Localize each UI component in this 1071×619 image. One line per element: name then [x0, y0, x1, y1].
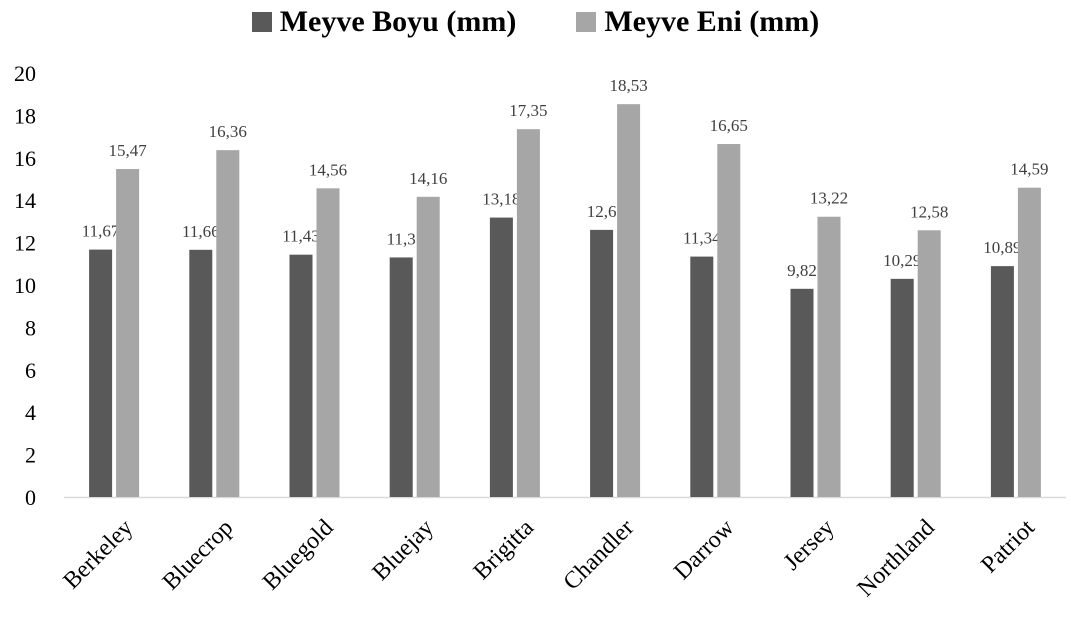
- data-label: 13,18: [482, 190, 520, 209]
- data-label: 11,43: [282, 227, 320, 246]
- y-tick-label: 10: [14, 273, 36, 298]
- legend-item-meyve-eni: Meyve Eni (mm): [576, 5, 819, 39]
- data-label: 12,6: [587, 202, 617, 221]
- bar: [489, 217, 513, 498]
- bar: [416, 196, 440, 498]
- data-label: 9,82: [787, 261, 817, 280]
- bar: [990, 266, 1014, 497]
- data-label: 10,29: [883, 251, 921, 270]
- data-label: 14,56: [309, 160, 347, 179]
- y-tick-label: 6: [25, 358, 36, 383]
- y-tick-label: 4: [25, 400, 36, 425]
- category-label: Darrow: [669, 514, 740, 585]
- legend-label-meyve-eni: Meyve Eni (mm): [604, 5, 820, 38]
- y-tick-label: 2: [25, 443, 36, 468]
- legend-swatch-meyve-boyu: [251, 12, 272, 32]
- data-label: 13,22: [810, 189, 848, 208]
- bar: [817, 216, 841, 497]
- data-label: 11,66: [182, 222, 220, 241]
- category-label: Patriot: [976, 515, 1040, 579]
- data-label: 11,3: [387, 229, 416, 248]
- data-label: 15,47: [108, 141, 147, 160]
- bar: [1017, 187, 1041, 497]
- data-label: 18,53: [609, 76, 647, 95]
- bar: [516, 129, 540, 497]
- category-label: Jersey: [779, 515, 840, 576]
- legend-label-meyve-boyu: Meyve Boyu (mm): [279, 5, 517, 38]
- category-label: Berkeley: [59, 515, 139, 595]
- bar: [216, 150, 240, 497]
- data-label: 11,34: [683, 229, 721, 248]
- legend: Meyve Boyu (mm) Meyve Eni (mm): [0, 2, 1071, 42]
- y-tick-label: 8: [25, 315, 36, 340]
- bar: [717, 144, 741, 497]
- y-tick-label: 12: [14, 231, 36, 256]
- data-label: 16,65: [710, 116, 748, 135]
- y-tick-label: 14: [14, 188, 36, 213]
- bar: [116, 169, 140, 497]
- bar: [917, 230, 941, 497]
- bar: [89, 249, 113, 497]
- category-label: Brigitta: [469, 514, 539, 584]
- data-label: 10,89: [983, 238, 1021, 257]
- y-tick-label: 16: [14, 146, 36, 171]
- category-label: Bluecrop: [158, 515, 239, 596]
- category-label: Chandler: [559, 515, 640, 596]
- bar: [690, 256, 714, 497]
- legend-item-meyve-boyu: Meyve Boyu (mm): [251, 5, 517, 39]
- bar: [316, 188, 340, 497]
- bar: [590, 229, 614, 497]
- data-label: 14,16: [409, 169, 447, 188]
- data-label: 12,58: [910, 202, 948, 221]
- bar: [617, 104, 641, 497]
- legend-swatch-meyve-eni: [576, 12, 597, 32]
- y-tick-label: 20: [14, 61, 36, 86]
- y-tick-label: 0: [25, 485, 36, 510]
- data-label: 16,36: [209, 122, 247, 141]
- category-label: Northland: [853, 515, 940, 602]
- data-label: 11,67: [82, 222, 120, 241]
- y-tick-label: 18: [14, 103, 36, 128]
- bar: [289, 254, 313, 497]
- data-label: 17,35: [509, 101, 547, 120]
- bar: [389, 257, 413, 497]
- category-label: Bluegold: [258, 515, 339, 596]
- data-label: 14,59: [1010, 160, 1048, 179]
- bar: [890, 278, 914, 497]
- category-label: Bluejay: [368, 515, 439, 586]
- bar: [790, 288, 814, 497]
- bar: [189, 249, 213, 497]
